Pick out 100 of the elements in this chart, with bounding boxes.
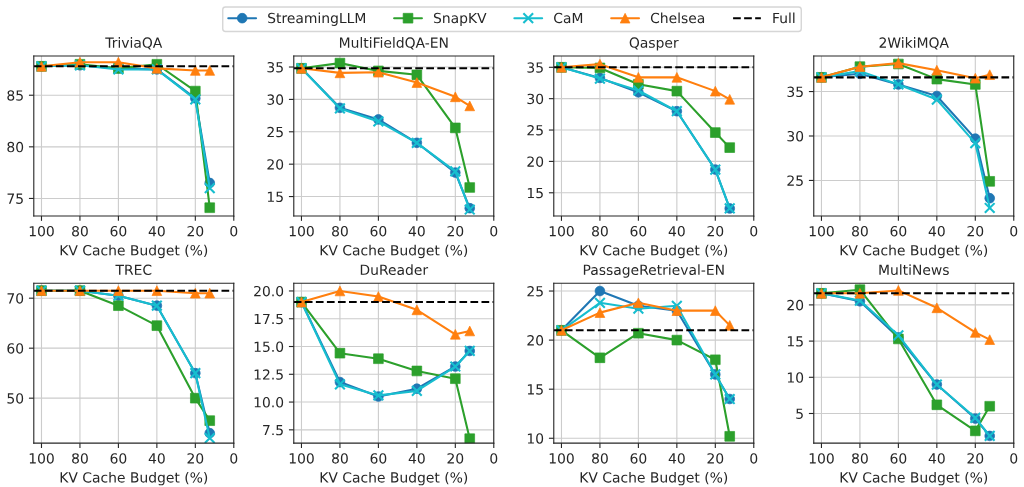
y-tick-label: 5 (796, 408, 803, 419)
x-tick-label: 20 (447, 453, 464, 464)
legend-label: CaM (554, 12, 583, 24)
x-tick-label: 80 (592, 453, 608, 464)
y-tick-label: 20 (267, 159, 284, 170)
y-tick-label: 15 (787, 336, 803, 347)
y-tick-label: 25 (267, 126, 283, 138)
x-axis-title: KV Cache Budget (%) (60, 244, 208, 259)
y-tick-label: 20 (527, 335, 544, 346)
x-tick-label: 60 (110, 453, 127, 464)
x-tick-label: 60 (630, 225, 647, 237)
y-tick-label: 25 (787, 175, 803, 186)
chart-title: TREC (115, 264, 152, 276)
x-tick-label: 20 (187, 453, 204, 464)
y-tick-label: 17.5 (254, 313, 283, 325)
x-tick-label: 20 (447, 225, 464, 237)
x-tick-label: 100 (809, 453, 834, 464)
chart-title: Qasper (629, 37, 679, 51)
x-tick-label: 0 (230, 225, 238, 237)
x-axis-title: KV Cache Budget (%) (840, 471, 988, 486)
legend-label: Chelsea (650, 12, 705, 24)
x-tick-label: 80 (332, 225, 348, 237)
x-tick-label: 80 (852, 225, 868, 237)
x-tick-label: 80 (852, 453, 868, 464)
x-tick-label: 100 (289, 453, 314, 464)
x-tick-label: 0 (750, 453, 758, 464)
x-axis-title: KV Cache Budget (%) (580, 244, 728, 259)
x-tick-label: 40 (928, 453, 945, 464)
x-tick-label: 20 (967, 225, 984, 237)
y-tick-label: 35 (527, 62, 543, 73)
x-tick-label: 40 (668, 453, 685, 464)
y-tick-label: 80 (7, 141, 24, 153)
y-tick-label: 20 (527, 156, 544, 167)
y-tick-label: 15 (527, 187, 543, 199)
legend-label: Full (773, 12, 795, 24)
x-tick-label: 40 (148, 453, 165, 464)
x-tick-label: 40 (148, 225, 165, 237)
chart-title: TriviaQA (105, 37, 163, 50)
legend-label: StreamingLLM (268, 12, 365, 26)
chart-title: PassageRetrieval-EN (583, 264, 724, 278)
x-tick-label: 60 (370, 453, 387, 464)
x-tick-label: 80 (592, 225, 608, 237)
legend-label: SnapKV (433, 12, 487, 26)
x-tick-label: 100 (29, 225, 54, 237)
x-tick-label: 0 (1010, 225, 1018, 237)
x-tick-label: 100 (29, 453, 54, 464)
x-tick-label: 60 (110, 225, 127, 237)
y-tick-label: 15 (527, 384, 543, 395)
chart-title: 2WikiMQA (879, 37, 949, 50)
x-tick-label: 100 (809, 225, 834, 237)
x-tick-label: 0 (490, 453, 498, 464)
y-tick-label: 25 (527, 125, 543, 136)
y-tick-label: 15.0 (254, 341, 284, 352)
x-axis-title: KV Cache Budget (%) (60, 471, 208, 486)
x-tick-label: 80 (332, 453, 348, 464)
y-tick-label: 70 (7, 293, 24, 304)
y-tick-label: 35 (787, 86, 803, 98)
x-axis-title: KV Cache Budget (%) (840, 244, 988, 259)
x-tick-label: 0 (490, 225, 498, 237)
x-axis-title: KV Cache Budget (%) (580, 471, 728, 486)
x-tick-label: 20 (187, 225, 204, 237)
y-tick-label: 60 (7, 343, 24, 354)
x-tick-label: 100 (549, 453, 574, 464)
y-tick-label: 50 (7, 393, 24, 404)
y-tick-label: 15 (267, 191, 283, 203)
y-tick-label: 25 (527, 286, 543, 297)
y-tick-label: 35 (267, 61, 283, 73)
y-tick-label: 30 (787, 130, 804, 142)
x-tick-label: 20 (707, 453, 724, 464)
x-tick-label: 0 (230, 453, 238, 464)
chart-title: MultiNews (879, 264, 949, 276)
y-tick-label: 10.0 (254, 397, 284, 408)
x-tick-label: 40 (668, 225, 685, 237)
y-tick-label: 75 (7, 193, 23, 204)
x-tick-label: 20 (707, 225, 724, 237)
chart-title: MultiFieldQA-EN (339, 37, 448, 50)
x-tick-label: 80 (72, 453, 88, 464)
x-tick-label: 100 (549, 225, 574, 237)
x-axis-title: KV Cache Budget (%) (320, 471, 468, 486)
x-tick-label: 40 (408, 453, 425, 464)
x-tick-label: 40 (928, 225, 945, 237)
x-tick-label: 80 (72, 225, 88, 237)
x-tick-label: 60 (630, 453, 647, 464)
y-tick-label: 30 (267, 94, 284, 105)
y-tick-label: 12.5 (254, 369, 283, 380)
x-tick-label: 100 (289, 225, 314, 237)
y-tick-label: 20 (787, 299, 804, 311)
x-axis-title: KV Cache Budget (%) (320, 244, 468, 259)
y-tick-label: 7.5 (263, 424, 283, 436)
x-tick-label: 60 (890, 225, 907, 237)
chart-title: DuReader (360, 264, 429, 276)
x-tick-label: 40 (408, 225, 425, 237)
y-tick-label: 85 (7, 90, 23, 101)
y-tick-label: 10 (787, 372, 804, 383)
x-tick-label: 0 (1010, 453, 1018, 464)
y-tick-label: 30 (527, 93, 544, 105)
x-tick-label: 60 (890, 453, 907, 464)
x-tick-label: 60 (370, 225, 387, 237)
x-tick-label: 0 (750, 225, 758, 237)
y-tick-label: 20.0 (254, 285, 284, 297)
